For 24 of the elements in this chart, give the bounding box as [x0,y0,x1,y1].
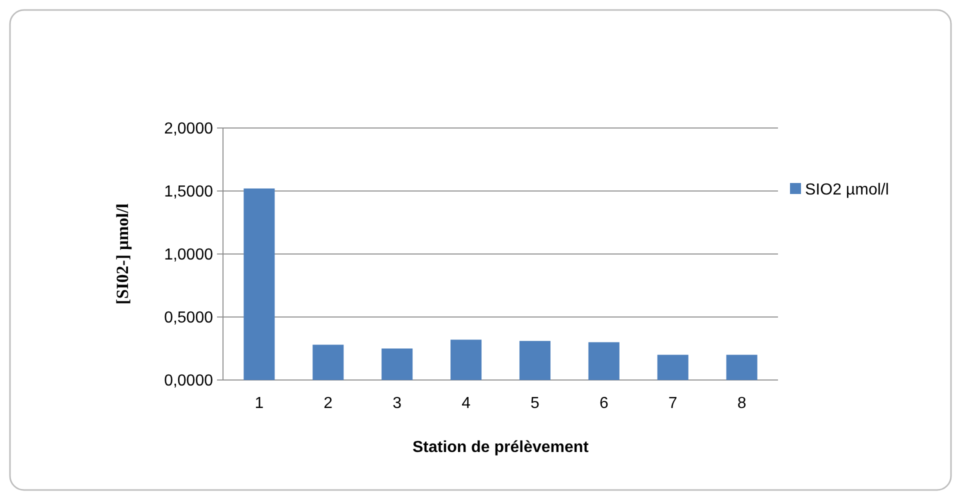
x-tick-label: 7 [668,395,678,412]
y-axis-title: [SI02-] µmol/l [113,203,132,304]
x-tick-label: 8 [737,395,746,412]
x-tick-label: 4 [462,395,471,412]
y-tick-label: 0,5000 [164,310,214,327]
bar [726,354,758,380]
y-tick-label: 2,0000 [164,120,214,138]
bar [312,344,344,380]
bar [244,188,275,380]
bar [588,342,620,380]
bar [382,348,413,380]
x-tick-label: 1 [254,395,264,412]
y-tick-label: 1,5000 [164,184,214,201]
x-tick-label: 2 [324,395,333,412]
x-tick-label: 5 [530,395,540,412]
x-axis-title: Station de prélèvement [412,439,590,456]
x-tick-label: 6 [599,395,608,412]
bar [450,340,482,380]
y-tick-label: 1,0000 [164,246,214,264]
legend-label: SIO2 µmol/l [805,182,889,199]
bar [519,340,550,380]
x-tick-label: 3 [392,395,402,412]
bar [657,354,688,380]
y-tick-label: 0,0000 [164,372,214,390]
